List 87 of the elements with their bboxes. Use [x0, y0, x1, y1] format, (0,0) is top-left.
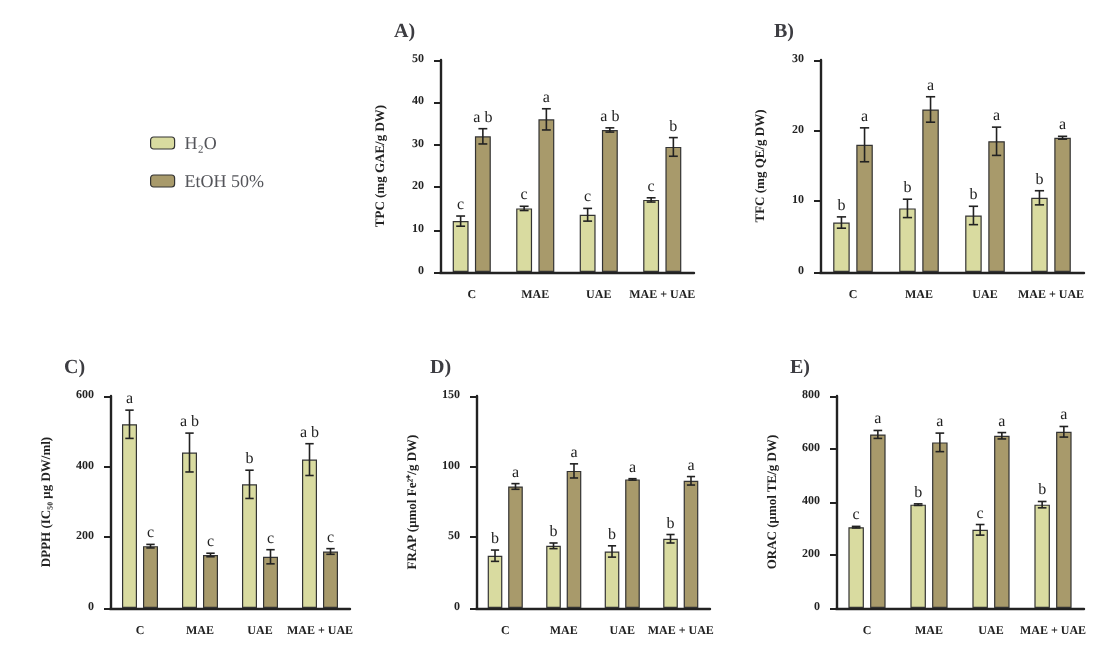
data-label: a [687, 455, 696, 474]
legend-label: EtOH 50% [184, 171, 266, 191]
data-label: b [669, 116, 678, 135]
data-label: c [852, 505, 861, 524]
bar [910, 504, 926, 608]
chart-title: C) [64, 357, 86, 379]
bar [1056, 431, 1072, 608]
bar [302, 459, 317, 608]
bar [1034, 504, 1050, 608]
bar [182, 452, 197, 608]
data-label: a [511, 462, 520, 481]
bar [833, 222, 850, 272]
bar [516, 208, 533, 272]
data-label: c [584, 187, 593, 206]
bar [566, 470, 582, 608]
bar [474, 136, 491, 272]
data-label: a [992, 106, 1001, 125]
bar [643, 199, 660, 272]
bar [665, 146, 682, 272]
data-label: a [628, 457, 637, 476]
data-label: a b [179, 412, 200, 431]
bar [683, 480, 699, 608]
bar [1054, 137, 1071, 272]
bar [932, 442, 948, 608]
bar [848, 527, 864, 608]
data-label: a [874, 409, 883, 428]
bar [994, 435, 1010, 608]
data-label: c [976, 503, 985, 522]
bar [604, 551, 620, 608]
data-label: a [936, 412, 945, 431]
data-label: b [608, 524, 617, 543]
bar [263, 556, 278, 608]
bar [546, 545, 561, 608]
data-label: c [206, 532, 215, 551]
data-label: b [549, 521, 558, 540]
data-label: a b [473, 107, 493, 126]
bar [508, 486, 523, 608]
data-label: b [903, 178, 912, 197]
data-label: b [491, 529, 500, 548]
data-label: c [266, 528, 275, 547]
bar [601, 129, 618, 272]
legend-label: H₂O [184, 133, 218, 153]
data-label: b [666, 513, 675, 532]
data-label: a [125, 389, 134, 408]
bar [203, 555, 218, 608]
bar [972, 529, 988, 608]
bar [870, 434, 886, 608]
chart-title: D) [430, 357, 452, 379]
data-label: a b [600, 106, 620, 125]
bar [579, 214, 596, 272]
data-label: b [837, 195, 846, 214]
bar [143, 546, 158, 608]
data-label: c [647, 176, 656, 195]
bar [487, 555, 503, 608]
data-label: a [998, 411, 1007, 430]
bar [538, 119, 555, 272]
data-label: b [245, 449, 254, 468]
data-label: a [1060, 405, 1069, 424]
bar [452, 221, 469, 272]
bar [122, 424, 137, 608]
bar [242, 484, 257, 608]
data-label: b [1035, 169, 1044, 188]
data-label: b [1038, 480, 1047, 499]
data-label: a b [299, 422, 320, 441]
chart-title: B) [774, 21, 794, 43]
bar [988, 141, 1005, 272]
bar [663, 538, 678, 608]
data-label: c [520, 185, 529, 204]
bar [856, 144, 873, 272]
chart-title: E) [790, 357, 810, 379]
data-label: a [1058, 115, 1067, 134]
data-label: a [570, 442, 579, 461]
data-label: b [914, 482, 923, 501]
bar [922, 109, 939, 272]
bar [1031, 197, 1048, 272]
data-label: c [457, 195, 466, 214]
data-label: a [860, 106, 869, 125]
data-label: a [542, 87, 551, 106]
data-label: b [969, 185, 978, 204]
bar [965, 215, 982, 272]
data-label: c [146, 523, 155, 542]
bar [899, 208, 916, 272]
chart-title: A) [394, 21, 416, 43]
data-label: a [926, 75, 935, 94]
bar [625, 479, 640, 608]
data-label: c [326, 527, 335, 546]
bar [323, 551, 338, 608]
